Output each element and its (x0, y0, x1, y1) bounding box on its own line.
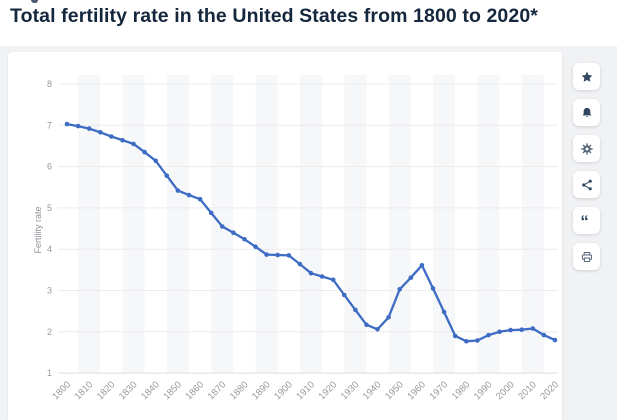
svg-text:2010: 2010 (516, 379, 539, 402)
svg-text:1940: 1940 (361, 379, 384, 402)
printer-icon (581, 251, 592, 262)
star-icon (581, 71, 592, 82)
title-bar: Total fertility rate in the United State… (0, 0, 617, 46)
svg-text:3: 3 (47, 286, 52, 296)
svg-text:1850: 1850 (161, 379, 184, 402)
svg-text:“: “ (580, 213, 588, 229)
favorite-button[interactable] (573, 63, 600, 90)
cite-button[interactable]: “ (573, 207, 600, 234)
svg-text:2000: 2000 (494, 379, 517, 402)
plot-bands (78, 75, 544, 374)
svg-text:4: 4 (47, 244, 52, 254)
svg-text:1820: 1820 (95, 379, 118, 402)
svg-text:1930: 1930 (339, 379, 362, 402)
settings-button[interactable] (573, 135, 600, 162)
gridlines (58, 83, 558, 374)
svg-text:1900: 1900 (272, 379, 295, 402)
svg-text:8: 8 (47, 79, 52, 89)
svg-text:7: 7 (47, 120, 52, 130)
svg-text:1870: 1870 (206, 379, 229, 402)
svg-text:1840: 1840 (139, 379, 162, 402)
notification-button[interactable] (573, 99, 600, 126)
svg-text:1830: 1830 (117, 379, 140, 402)
svg-text:5: 5 (47, 203, 52, 213)
x-axis-labels: 1800 1810 1820 1830 1840 1850 1860 1870 1880 1890… (50, 379, 561, 402)
svg-text:1: 1 (47, 368, 52, 378)
print-button[interactable] (573, 243, 600, 270)
svg-text:1950: 1950 (383, 379, 406, 402)
gear-icon (580, 142, 593, 155)
bell-icon (582, 107, 591, 117)
svg-text:1890: 1890 (250, 379, 273, 402)
svg-text:2020: 2020 (538, 379, 561, 402)
y-axis-title: Fertility rate (33, 206, 43, 253)
svg-text:6: 6 (47, 162, 52, 172)
data-series-line[interactable] (64, 121, 558, 344)
svg-text:1960: 1960 (405, 379, 428, 402)
svg-text:1800: 1800 (50, 379, 73, 402)
svg-text:1920: 1920 (317, 379, 340, 402)
svg-text:1970: 1970 (427, 379, 450, 402)
y-axis-labels: 1 2 3 4 5 6 7 8 (47, 79, 52, 378)
svg-text:1990: 1990 (472, 379, 495, 402)
svg-text:1880: 1880 (228, 379, 251, 402)
svg-text:1980: 1980 (450, 379, 473, 402)
svg-text:1860: 1860 (183, 379, 206, 402)
page-title: Total fertility rate in the United State… (10, 5, 538, 27)
share-icon (581, 179, 592, 190)
svg-text:1910: 1910 (294, 379, 317, 402)
quote-icon: “ (580, 213, 588, 229)
chart-card: 1 2 3 4 5 6 7 8 1800 1810 1820 1830 1840 1850 1860 187… (8, 52, 562, 420)
fertility-chart[interactable]: 1 2 3 4 5 6 7 8 1800 1810 1820 1830 1840 1850 1860 187… (8, 52, 562, 420)
svg-text:2: 2 (47, 327, 52, 337)
svg-text:1810: 1810 (73, 379, 96, 402)
share-button[interactable] (573, 171, 600, 198)
cropped-text-artifact (30, 0, 39, 4)
